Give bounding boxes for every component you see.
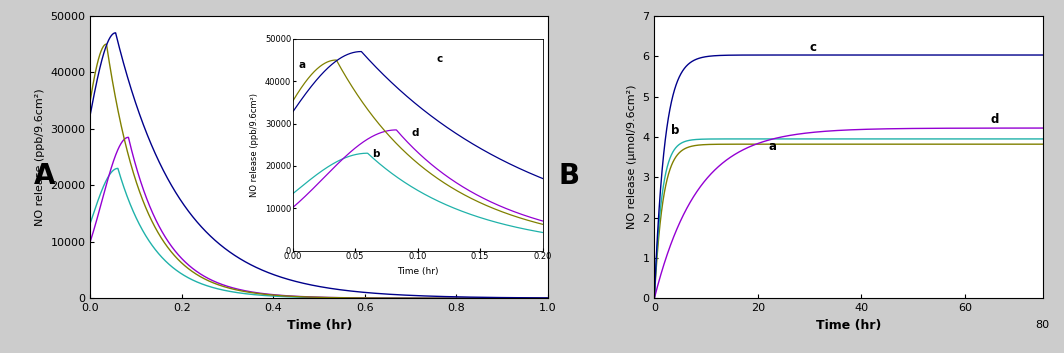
Text: 80: 80 [1035, 321, 1050, 330]
Text: d: d [991, 113, 999, 126]
Text: c: c [436, 54, 443, 64]
Text: B: B [559, 162, 580, 191]
Text: b: b [372, 149, 380, 160]
Y-axis label: NO release (ppb/9.6cm²): NO release (ppb/9.6cm²) [250, 93, 260, 197]
X-axis label: Time (hr): Time (hr) [397, 267, 438, 276]
X-axis label: Time (hr): Time (hr) [286, 319, 352, 332]
Text: a: a [768, 140, 777, 153]
Text: c: c [810, 41, 817, 54]
Text: d: d [412, 128, 419, 138]
Y-axis label: NO release (μmol/9.6cm²): NO release (μmol/9.6cm²) [627, 85, 637, 229]
Text: b: b [671, 124, 679, 137]
Y-axis label: NO release (ppb/9.6cm²): NO release (ppb/9.6cm²) [35, 88, 45, 226]
X-axis label: Time (hr): Time (hr) [816, 319, 881, 332]
Text: a: a [299, 60, 306, 71]
Text: A: A [34, 162, 55, 191]
